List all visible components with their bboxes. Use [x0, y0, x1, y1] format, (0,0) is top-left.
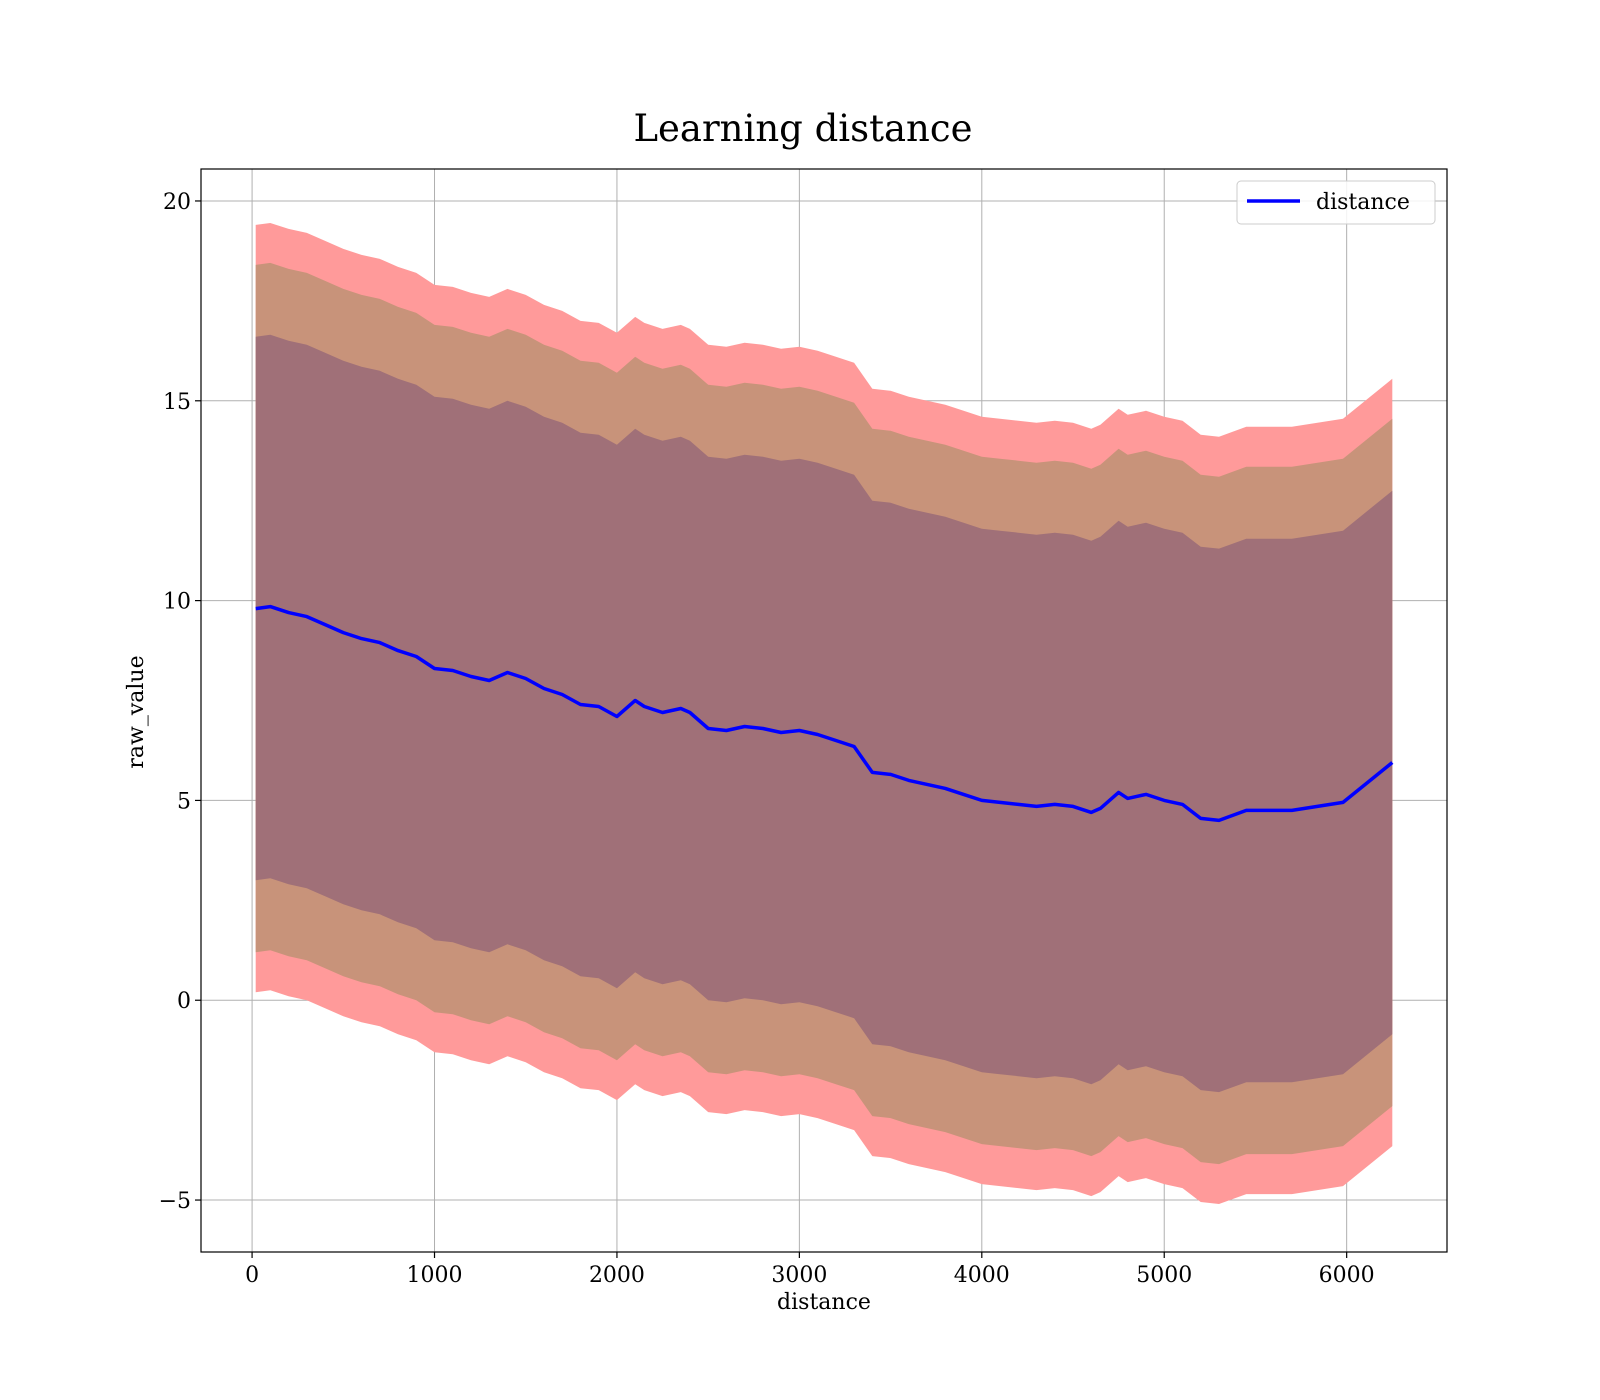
y-tick-label-5: 20 [163, 190, 191, 215]
x-tick-label-3: 3000 [771, 1263, 827, 1288]
y-axis-ticks: −5 0 5 10 15 20 [159, 190, 201, 1214]
x-tick-label-0: 0 [245, 1263, 259, 1288]
legend: distance [1236, 180, 1436, 225]
x-tick-label-5: 5000 [1136, 1263, 1192, 1288]
y-axis-label: raw_value [124, 655, 149, 768]
x-tick-label-4: 4000 [954, 1263, 1010, 1288]
y-tick-label-1: 0 [177, 989, 191, 1014]
series-line-distance [255, 604, 1394, 823]
legend-entry-distance: distance [1316, 190, 1410, 215]
y-tick-label-0: −5 [159, 1189, 191, 1214]
x-tick-label-1: 1000 [407, 1263, 463, 1288]
legend-box [1236, 180, 1436, 225]
x-tick-label-2: 2000 [589, 1263, 645, 1288]
x-axis-ticks: 0 1000 2000 3000 4000 5000 6000 [245, 1252, 1375, 1288]
band-inner [255, 334, 1393, 1093]
chart-title: Learning distance [633, 107, 972, 150]
y-tick-label-2: 5 [177, 789, 191, 814]
x-tick-label-6: 6000 [1319, 1263, 1375, 1288]
x-axis-label: distance [777, 1290, 871, 1315]
y-tick-label-4: 15 [163, 390, 191, 415]
line-layer [255, 604, 1394, 823]
plot-frame [200, 168, 1448, 1253]
y-tick-label-3: 10 [163, 590, 191, 615]
band-layer [255, 223, 1393, 1204]
